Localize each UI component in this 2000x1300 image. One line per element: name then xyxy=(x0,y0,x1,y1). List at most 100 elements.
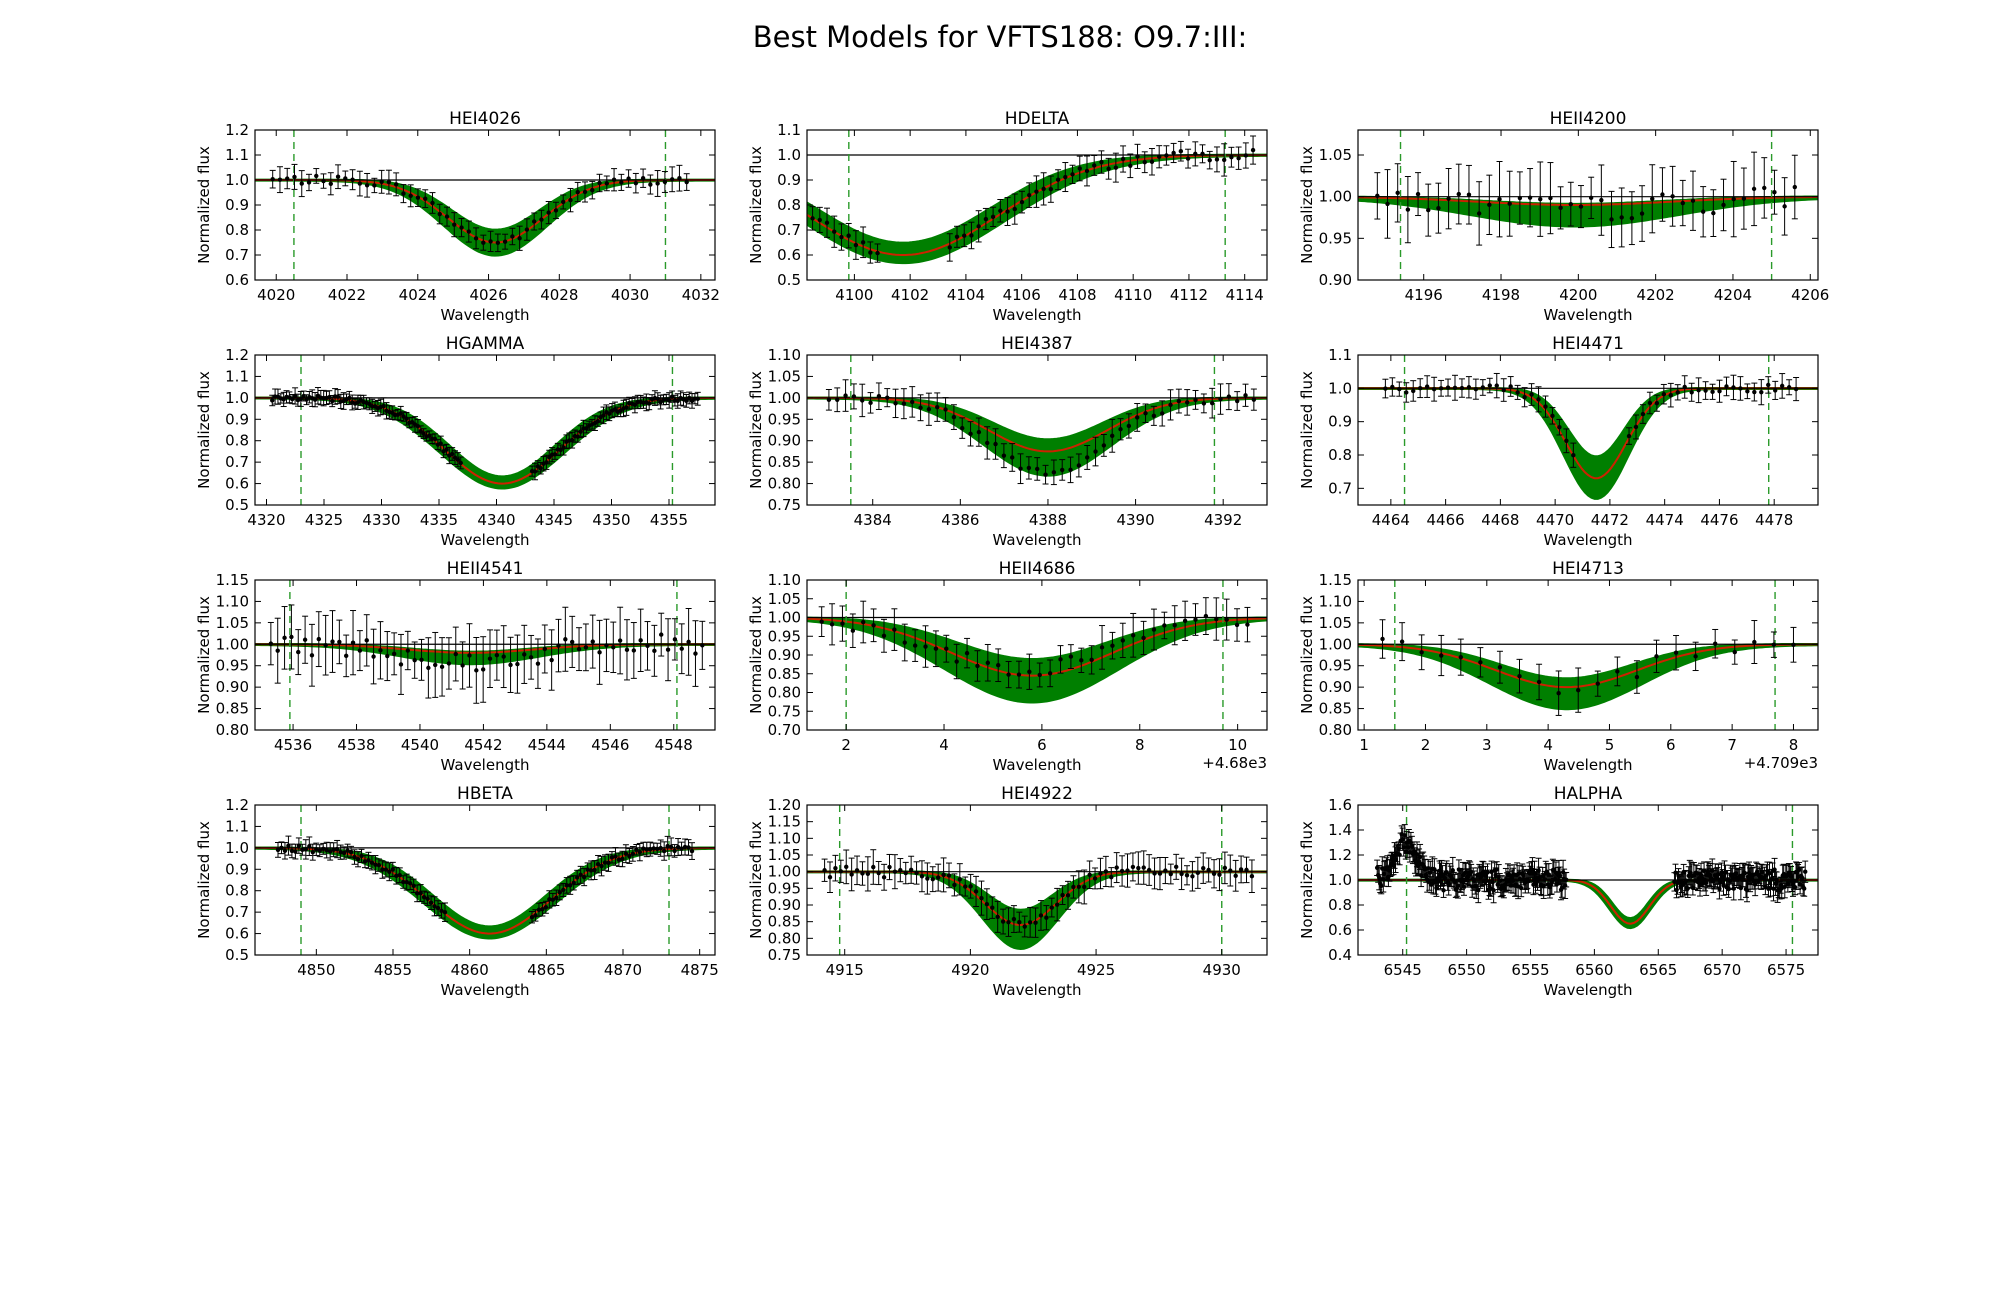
y-axis-label: Normalized flux xyxy=(1298,146,1316,264)
data-point xyxy=(1674,887,1679,893)
x-tick-label: 4 xyxy=(1543,736,1553,754)
data-point xyxy=(282,635,287,641)
y-tick-label: 1.15 xyxy=(1319,571,1352,589)
data-point xyxy=(310,849,315,855)
data-point xyxy=(1152,871,1157,876)
data-point xyxy=(1703,388,1708,393)
data-point xyxy=(1517,876,1523,882)
data-point xyxy=(1588,195,1594,201)
data-point xyxy=(933,646,939,651)
data-point xyxy=(1538,196,1543,202)
data-point xyxy=(442,910,448,915)
y-axis-label: Normalized flux xyxy=(747,821,765,939)
data-point xyxy=(993,441,998,447)
y-tick-label: 0.90 xyxy=(1319,271,1352,289)
y-axis-label: Normalized flux xyxy=(747,146,765,264)
data-point xyxy=(941,872,946,878)
data-point xyxy=(1214,616,1219,622)
data-point xyxy=(1786,385,1792,390)
data-point xyxy=(1468,869,1474,875)
data-point xyxy=(1785,881,1791,886)
data-point xyxy=(583,645,589,650)
y-tick-label: 0.90 xyxy=(768,646,801,664)
data-point xyxy=(1027,669,1032,674)
axes-frame xyxy=(1357,579,1819,731)
data-point xyxy=(1629,215,1635,221)
data-point xyxy=(495,240,501,246)
data-point xyxy=(312,397,318,402)
plot-area xyxy=(1358,580,1818,730)
x-tick-label: 4474 xyxy=(1646,511,1684,529)
y-tick-label: 0.85 xyxy=(768,913,801,931)
y-tick-label: 1.00 xyxy=(216,635,249,653)
data-point xyxy=(849,872,854,877)
data-point xyxy=(1171,150,1176,156)
y-tick-label: 1.0 xyxy=(1328,871,1352,889)
data-point xyxy=(1128,163,1133,168)
x-tick-label: 4470 xyxy=(1536,511,1574,529)
data-point xyxy=(1444,870,1449,875)
data-point xyxy=(1051,470,1057,475)
data-point xyxy=(321,178,326,184)
data-point xyxy=(357,648,363,653)
data-point xyxy=(964,650,970,656)
x-tick-label: 4472 xyxy=(1591,511,1629,529)
y-tick-label: 1.00 xyxy=(768,389,801,407)
data-point xyxy=(1190,874,1195,879)
data-point xyxy=(289,634,294,640)
y-tick-label: 1.10 xyxy=(768,346,801,364)
y-tick-label: 0.6 xyxy=(777,246,801,264)
data-point xyxy=(561,199,566,205)
data-point xyxy=(998,208,1003,213)
y-tick-label: 0.95 xyxy=(768,627,801,645)
data-point xyxy=(1536,397,1541,402)
x-axis-label: Wavelength xyxy=(1544,531,1633,549)
data-point xyxy=(401,879,406,885)
data-point xyxy=(881,875,887,880)
data-point xyxy=(466,229,471,234)
x-offset-label: +4.709e3 xyxy=(1744,754,1818,772)
y-tick-label: 0.5 xyxy=(225,496,249,514)
data-point xyxy=(444,447,449,452)
data-point xyxy=(1149,159,1155,164)
data-point xyxy=(892,869,898,874)
y-tick-label: 1.15 xyxy=(216,571,249,589)
y-tick-label: 1.05 xyxy=(216,614,249,632)
data-point xyxy=(1762,185,1767,191)
data-point xyxy=(1060,467,1065,473)
data-point xyxy=(1393,857,1398,862)
plot-area xyxy=(1358,355,1818,505)
data-point xyxy=(1060,892,1065,898)
data-point xyxy=(1395,190,1400,196)
data-point xyxy=(303,847,309,852)
data-point xyxy=(536,907,542,912)
data-point xyxy=(1047,671,1053,676)
data-point xyxy=(885,395,890,400)
data-point xyxy=(810,216,815,221)
data-point xyxy=(1796,867,1802,873)
data-point xyxy=(1085,455,1090,460)
y-tick-label: 1.2 xyxy=(225,346,249,364)
data-point xyxy=(1157,871,1163,876)
data-point xyxy=(1070,172,1075,177)
x-tick-label: 4548 xyxy=(655,736,693,754)
data-point xyxy=(1135,154,1140,159)
x-tick-label: 4850 xyxy=(297,961,335,979)
subplot-title: HDELTA xyxy=(1005,109,1070,129)
x-tick-label: 4542 xyxy=(464,736,502,754)
plot-area xyxy=(807,805,1267,955)
data-point xyxy=(330,398,335,404)
axes-frame xyxy=(254,354,716,506)
observed-data xyxy=(821,849,1255,938)
data-point xyxy=(607,411,612,416)
y-tick-label: 1.4 xyxy=(1328,821,1352,839)
data-point xyxy=(408,193,413,199)
data-point xyxy=(1564,438,1569,443)
data-point xyxy=(304,397,309,402)
data-point xyxy=(1126,423,1132,429)
y-tick-label: 0.6 xyxy=(225,475,249,493)
y-tick-label: 0.90 xyxy=(216,678,249,696)
data-point xyxy=(352,854,357,860)
x-tick-label: 4024 xyxy=(399,286,437,304)
x-tick-label: 4206 xyxy=(1791,286,1829,304)
